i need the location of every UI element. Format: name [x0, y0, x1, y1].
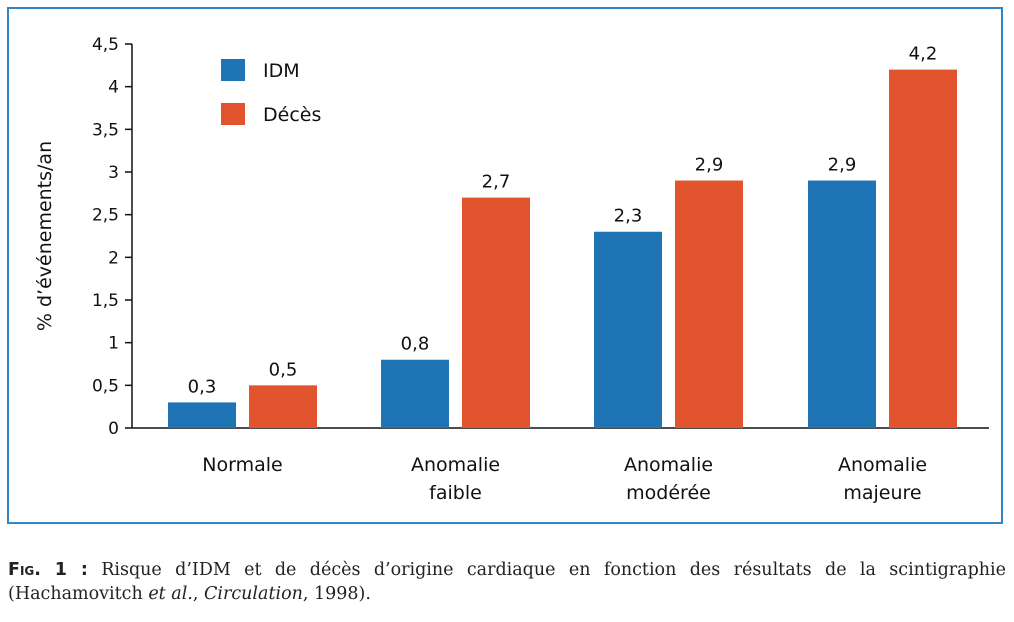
y-tick-label: 0,5 [92, 376, 119, 396]
data-label: 2,9 [828, 155, 857, 176]
data-label: 0,3 [188, 376, 217, 397]
figure-caption: Fig. 1 : Risque d’IDM et de décès d’orig… [8, 558, 1006, 606]
bar-idm-0 [168, 402, 236, 428]
bar-dcs-2 [675, 180, 743, 428]
bar-chart: 0 0,5 1 1,5 2 2,5 3 3,5 4 4,5 % d’événements/an 0,3… [34, 35, 989, 504]
y-tick-label: 1 [108, 334, 119, 354]
bar-idm-2 [594, 231, 662, 428]
legend-swatch [221, 59, 245, 81]
legend-swatch [221, 103, 245, 125]
caption-text: Risque d’IDM et de décès d’origine cardi… [8, 560, 1006, 604]
y-tick-label: 4 [108, 78, 119, 98]
category-label: Normale [202, 454, 282, 476]
data-label: 0,5 [269, 359, 298, 380]
data-label: 0,8 [401, 334, 430, 355]
bar-dcs-3 [889, 69, 957, 428]
bar-dcs-1 [462, 197, 530, 428]
y-tick-label: 3,5 [92, 120, 119, 140]
y-axis-title: % d’événements/an [34, 141, 56, 331]
bar-dcs-0 [249, 385, 317, 428]
bar-idm-3 [808, 180, 876, 428]
y-tick-label: 2,5 [92, 206, 119, 226]
category-label: modérée [626, 482, 711, 504]
category-label: Anomalie [838, 454, 927, 476]
data-label: 2,7 [482, 172, 511, 193]
bar-idm-1 [381, 359, 449, 428]
category-label: Anomalie [411, 454, 500, 476]
caption-journal: Circulation [204, 584, 303, 604]
caption-etal: et al. [148, 584, 193, 604]
figure-label: Fig. 1 : [8, 560, 88, 580]
category-label: majeure [843, 482, 921, 504]
data-label: 4,2 [909, 44, 938, 65]
legend-label: Décès [263, 104, 321, 126]
y-tick-label: 1,5 [92, 291, 119, 311]
caption-comma: , [192, 584, 204, 604]
legend-label: IDM [263, 60, 300, 82]
y-tick-label: 0 [108, 419, 119, 439]
category-label: faible [429, 482, 482, 504]
chart-frame: 0 0,5 1 1,5 2 2,5 3 3,5 4 4,5 % d’événements/an 0,3… [7, 7, 1003, 524]
y-tick-label: 4,5 [92, 35, 119, 55]
y-tick-label: 3 [108, 163, 119, 183]
data-label: 2,9 [695, 155, 724, 176]
y-tick-label: 2 [108, 248, 119, 268]
data-label: 2,3 [614, 206, 643, 227]
caption-year: , 1998). [302, 584, 371, 604]
category-label: Anomalie [624, 454, 713, 476]
